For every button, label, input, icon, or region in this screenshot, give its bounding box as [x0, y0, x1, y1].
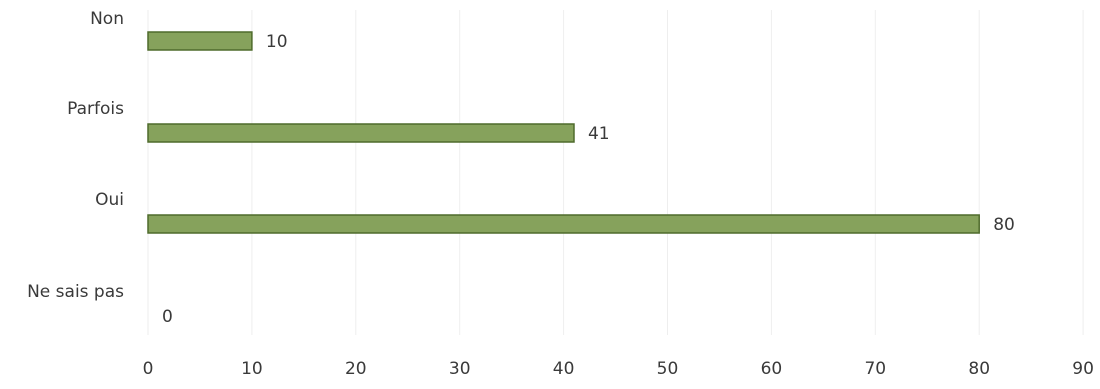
- x-tick-label-50: 50: [657, 359, 679, 379]
- x-tick-label-40: 40: [553, 359, 575, 379]
- category-label-non: Non: [90, 9, 124, 29]
- x-tick-label-80: 80: [968, 359, 990, 379]
- data-label-parfois: 41: [588, 124, 610, 144]
- x-tick-label-30: 30: [449, 359, 471, 379]
- bar-non: [147, 31, 253, 51]
- data-label-ne-sais-pas: 0: [162, 307, 173, 327]
- category-labels: Non Parfois Oui Ne sais pas: [27, 9, 124, 302]
- x-tick-label-60: 60: [761, 359, 783, 379]
- data-labels: 10 41 80 0: [162, 32, 1015, 327]
- category-label-ne-sais-pas: Ne sais pas: [27, 282, 124, 302]
- x-tick-label-90: 90: [1072, 359, 1094, 379]
- gridlines: [147, 10, 1084, 335]
- bars: [147, 31, 980, 234]
- category-label-oui: Oui: [95, 190, 124, 210]
- bar-parfois: [147, 123, 575, 143]
- category-label-parfois: Parfois: [67, 99, 124, 119]
- x-tick-label-0: 0: [143, 359, 154, 379]
- x-tick-label-10: 10: [241, 359, 263, 379]
- x-tick-label-70: 70: [864, 359, 886, 379]
- data-label-non: 10: [266, 32, 288, 52]
- x-tick-label-20: 20: [345, 359, 367, 379]
- bar-oui: [147, 214, 980, 234]
- data-label-oui: 80: [993, 215, 1015, 235]
- x-axis-tick-labels: 0 10 20 30 40 50 60 70 80 90: [143, 359, 1094, 379]
